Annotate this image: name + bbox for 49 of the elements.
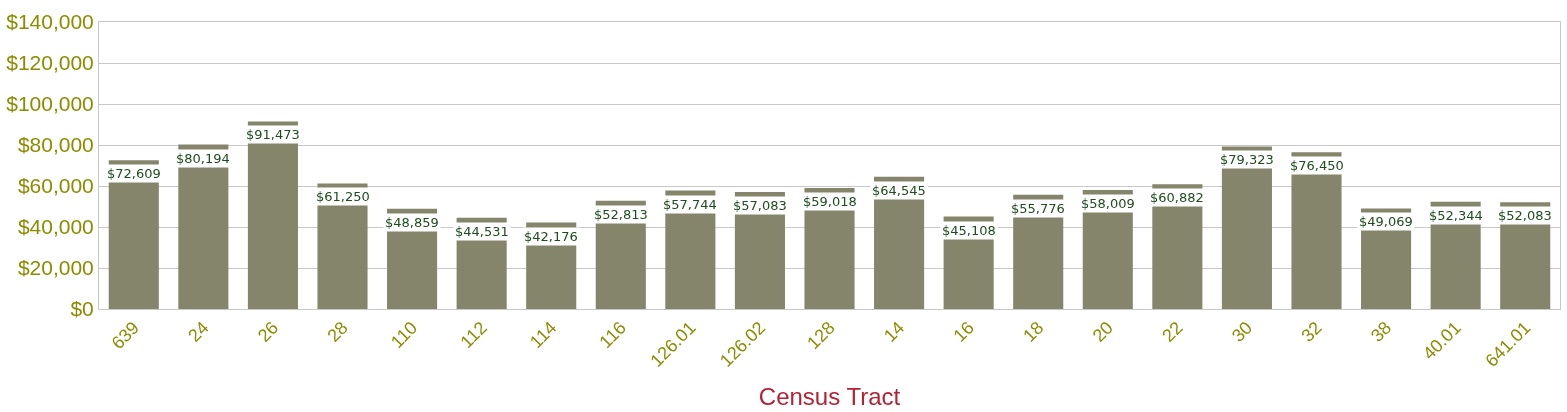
x-tick-label: 114 <box>525 317 561 353</box>
y-tick-label: $40,000 <box>17 215 94 239</box>
data-label: $60,882 <box>1150 190 1204 205</box>
data-label: $91,473 <box>246 127 300 142</box>
data-label: $58,009 <box>1081 196 1135 211</box>
x-tick-label: 24 <box>184 317 213 346</box>
bar <box>247 121 298 309</box>
x-tick-label: 18 <box>1019 317 1048 346</box>
x-tick-label: 14 <box>879 317 909 346</box>
x-tick-label: 26 <box>253 317 283 346</box>
data-label: $64,545 <box>872 183 926 198</box>
x-tick-label: 38 <box>1366 317 1396 346</box>
data-label: $48,859 <box>385 215 439 230</box>
x-tick-label: 22 <box>1158 317 1187 346</box>
y-tick-label: $100,000 <box>6 92 94 116</box>
x-tick-label: 639 <box>107 317 143 354</box>
data-label: $52,083 <box>1498 208 1552 223</box>
x-tick-label: 30 <box>1227 317 1257 346</box>
data-label: $42,176 <box>524 229 578 244</box>
data-label: $80,194 <box>176 151 230 166</box>
x-tick-label: 32 <box>1297 317 1326 346</box>
data-label: $52,813 <box>594 207 648 222</box>
y-tick-label: $60,000 <box>17 174 94 198</box>
x-axis-title: Census Tract <box>758 383 901 411</box>
data-label: $44,531 <box>455 224 509 239</box>
x-tick-label: 112 <box>456 317 491 353</box>
y-tick-label: $0 <box>70 297 94 321</box>
y-tick-label: $20,000 <box>17 256 94 280</box>
data-label: $45,108 <box>942 223 996 238</box>
data-label: $57,083 <box>733 198 787 213</box>
data-label: $52,344 <box>1429 208 1483 223</box>
data-label: $79,323 <box>1220 152 1274 167</box>
data-label: $59,018 <box>803 194 857 209</box>
bar <box>1291 152 1342 309</box>
data-label: $57,744 <box>663 197 717 212</box>
data-label: $72,609 <box>107 166 161 181</box>
y-tick-label: $140,000 <box>6 10 94 34</box>
x-tick-label: 16 <box>949 317 978 346</box>
data-label: $76,450 <box>1290 158 1344 173</box>
y-tick-label: $120,000 <box>6 51 94 75</box>
x-tick-label: 20 <box>1088 317 1117 346</box>
data-label: $55,776 <box>1011 201 1065 216</box>
data-label: $49,069 <box>1359 214 1413 229</box>
data-label: $61,250 <box>316 189 370 204</box>
x-tick-label: 28 <box>323 317 352 346</box>
x-tick-label: 116 <box>595 317 630 353</box>
x-tick-label: 110 <box>386 317 422 353</box>
y-tick-label: $80,000 <box>17 133 94 157</box>
x-tick-label: 128 <box>803 317 839 354</box>
